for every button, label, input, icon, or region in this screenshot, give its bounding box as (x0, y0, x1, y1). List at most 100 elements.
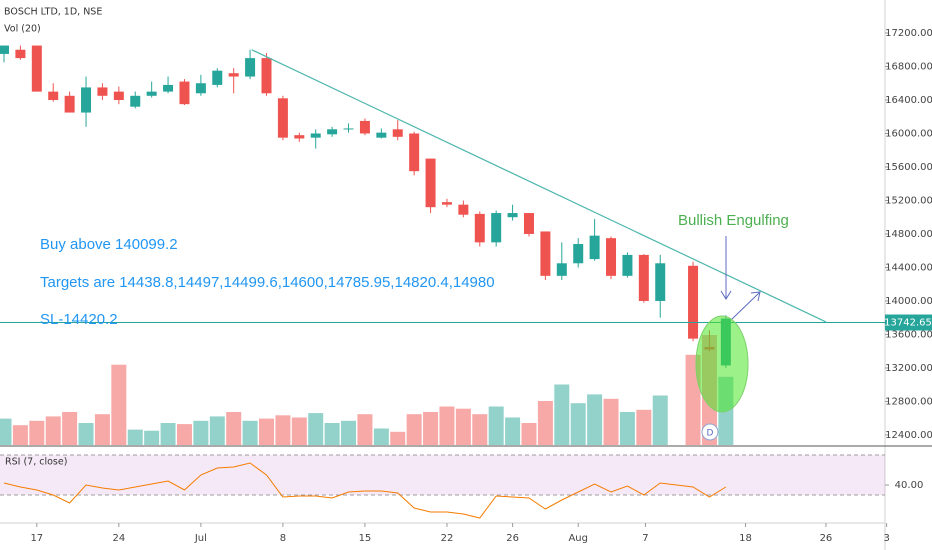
x-tick-label: 3 (883, 533, 889, 544)
candle-body (491, 213, 502, 243)
volume-bar (275, 415, 291, 445)
volume-bar (341, 420, 357, 445)
volume-bar (537, 401, 553, 445)
candle-body (31, 45, 42, 92)
candle-body (474, 213, 485, 243)
volume-bar (455, 408, 471, 445)
volume-bar (193, 420, 209, 445)
candle-body (606, 238, 617, 276)
candle-body (113, 91, 124, 100)
candle-body (343, 128, 354, 130)
y-tick-label: 17200.00 (885, 28, 932, 39)
y-tick-label: 16400.00 (885, 95, 932, 106)
event-marker-label: D (707, 429, 714, 439)
note: Buy above 140099.2 (40, 236, 178, 253)
volume-bar (242, 420, 258, 445)
volume-bar (308, 413, 324, 445)
volume-bar (587, 394, 603, 445)
volume-bar (488, 406, 504, 445)
candle-body (425, 158, 436, 208)
volume-bar (291, 417, 307, 445)
y-tick-label: 16800.00 (885, 61, 932, 72)
candle-body (573, 244, 584, 264)
y-tick-label: 13200.00 (885, 363, 932, 374)
candle-body (294, 135, 305, 139)
x-tick-label: Jul (194, 533, 207, 544)
candle-body (261, 58, 272, 94)
y-tick-label: 12800.00 (885, 396, 932, 407)
x-tick-label: 17 (30, 533, 43, 544)
candle-body (130, 95, 141, 107)
volume-bar (357, 414, 373, 445)
pattern-label: Bullish Engulfing (678, 212, 789, 229)
rsi-tick-label: 40.00 (895, 480, 924, 491)
candle-body (622, 254, 633, 276)
volume-label: Vol (20) (4, 24, 41, 35)
event-marker (701, 423, 719, 441)
note: Targets are 14438.8,14497,14499.6,14600,… (40, 274, 495, 291)
y-tick-label: 14800.00 (885, 229, 932, 240)
candle-body (441, 202, 452, 205)
volume-bar (472, 414, 488, 445)
volume-bar (324, 423, 340, 445)
volume-bar (423, 412, 439, 445)
volume-bar (521, 423, 537, 445)
x-tick-label: 24 (112, 533, 125, 544)
candle-body (392, 129, 403, 137)
candle-body (327, 129, 338, 135)
candle-body (81, 87, 92, 113)
candle-body (638, 254, 649, 301)
last-price-tag (885, 314, 932, 331)
volume-bar (12, 425, 28, 445)
arrow-head (750, 291, 761, 302)
candle-body (97, 87, 108, 96)
x-tick-label: 18 (739, 533, 752, 544)
candle-body (64, 95, 75, 113)
candle-body (146, 91, 157, 96)
x-tick-label: 8 (280, 533, 286, 544)
x-tick-label: 26 (506, 533, 519, 544)
y-tick-label: 15600.00 (885, 162, 932, 173)
y-tick-label: 13600.00 (885, 329, 932, 340)
volume-bar (652, 395, 668, 445)
note: SL-14420.2 (40, 311, 118, 328)
candle-body (540, 231, 551, 276)
volume-bar (144, 430, 160, 445)
candle-body (310, 133, 321, 138)
candle-body (688, 265, 699, 339)
volume-bar (505, 417, 521, 445)
candle-body (376, 132, 387, 138)
volume-bar (62, 412, 78, 445)
candle-body (48, 91, 59, 100)
y-tick-label: 14000.00 (885, 296, 932, 307)
candle-body (359, 120, 370, 134)
candle-body (655, 263, 666, 301)
candle-body (228, 73, 239, 77)
x-tick-label: Aug (568, 533, 588, 544)
trendline (251, 49, 827, 323)
highlight-ellipse (695, 315, 749, 413)
arrow-head (720, 290, 732, 300)
candle-body (409, 133, 420, 172)
volume-bar (78, 423, 94, 445)
volume-bar (603, 398, 619, 445)
rsi-band (0, 455, 885, 495)
volume-bar (406, 414, 422, 445)
rsi-line (3, 462, 727, 519)
volume-bar (226, 412, 242, 445)
y-tick-label: 16000.00 (885, 128, 932, 139)
y-tick-label: 14400.00 (885, 262, 932, 273)
x-tick-label: 7 (642, 533, 648, 544)
volume-bar (29, 420, 45, 445)
candle-body (523, 213, 534, 234)
candle-body (245, 58, 256, 77)
y-tick-label: 12400.00 (885, 430, 932, 441)
candle-body (556, 263, 567, 276)
volume-bar (111, 364, 127, 445)
volume-bar (258, 418, 274, 445)
candle-body (589, 235, 600, 260)
volume-bar (209, 416, 225, 445)
x-tick-label: 22 (441, 533, 454, 544)
volume-bar (176, 424, 192, 445)
